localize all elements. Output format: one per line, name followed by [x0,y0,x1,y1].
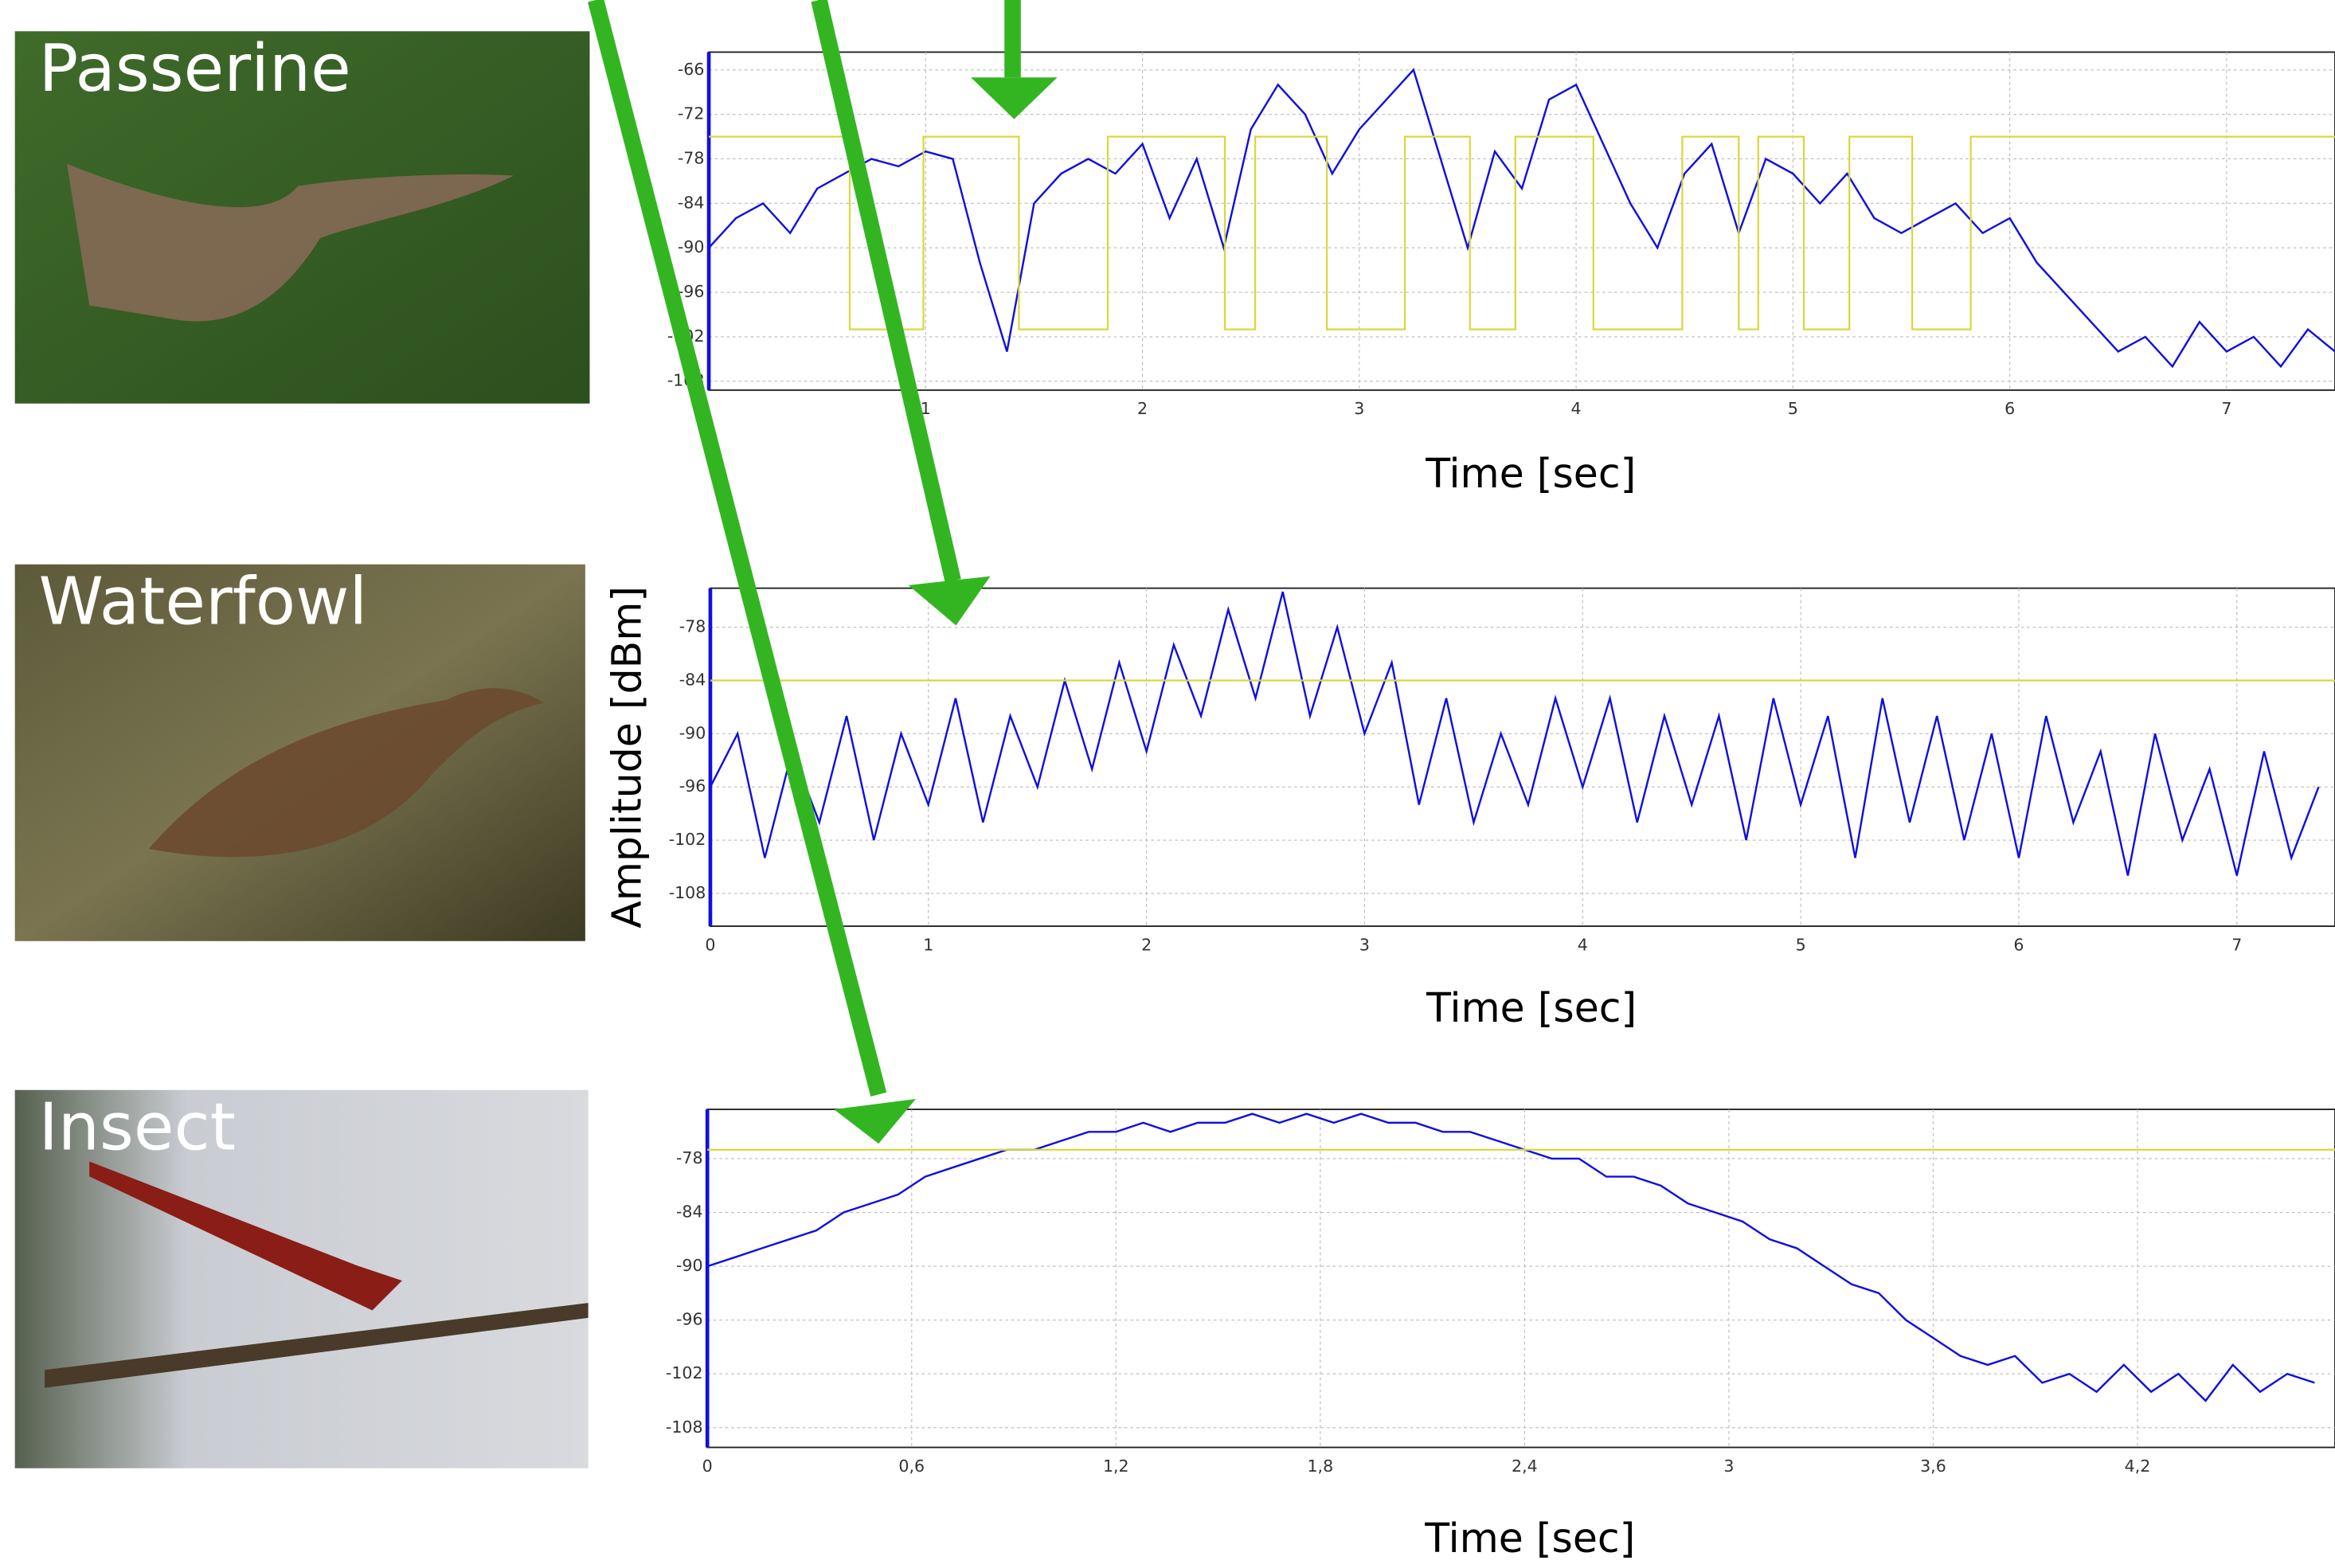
x-tick-label: 5 [1796,935,1806,954]
x-tick-label: 0 [702,1457,713,1476]
y-tick-label: -90 [679,723,706,742]
bird-shape [67,163,514,322]
x-tick-label: 2 [1137,399,1148,418]
y-tick-label: -84 [679,670,706,689]
x-tick-label: 6 [2013,935,2024,954]
arrow [811,0,961,583]
series-line [709,135,2335,330]
arrow-head [834,1098,916,1144]
x-tick-label: 3 [1354,399,1364,418]
x-tick-label: 3 [1723,1457,1734,1476]
panel-label: Waterfowl [39,565,368,640]
x-tick-label: 0,6 [898,1457,925,1476]
arrow [588,0,887,1097]
y-tick-label: -96 [679,776,706,796]
y-tick-label: -84 [676,1202,703,1222]
y-tick-label: -108 [666,1417,703,1437]
x-tick-label: 4 [1578,935,1588,954]
x-tick-label: 4,2 [2125,1457,2151,1476]
branch [45,1303,589,1388]
plot-area [706,1109,2335,1449]
y-tick-label: -66 [678,60,705,79]
y-tick-label: -102 [669,830,706,849]
arrows [588,0,1058,1144]
y-tick-label: -84 [678,193,705,212]
y-axis-label: Amplitude [dBm] [603,586,650,929]
y-tick-label: -96 [678,282,705,301]
x-tick-label: 5 [1788,399,1798,418]
panel-label: Passerine [39,31,351,107]
panel-label: Insect [39,1090,236,1166]
x-tick-label: 6 [2005,399,2015,418]
x-tick-label: 1,8 [1307,1457,1333,1476]
x-tick-label: 4 [1571,399,1582,418]
series-line [706,1112,2315,1402]
y-tick-label: -78 [679,617,706,636]
y-tick-label: -78 [676,1148,703,1167]
photo-insect [14,1089,589,1468]
series-line [708,68,2335,369]
arrow-head [908,576,991,626]
x-tick-label: 7 [2221,399,2231,418]
duck-shape [148,688,544,858]
y-tick-label: -90 [676,1256,703,1275]
x-tick-label: 2,4 [1512,1457,1538,1476]
series-line [709,591,2320,876]
x-axis-label: Time [sec] [1426,984,1637,1031]
x-axis-label: Time [sec] [1424,1515,1635,1562]
x-tick-label: 1 [923,935,933,954]
plot-area [708,51,2335,391]
x-tick-label: 3,6 [1920,1457,1946,1476]
x-tick-label: 1,2 [1103,1457,1129,1476]
x-tick-label: 3 [1359,935,1370,954]
y-tick-label: -96 [676,1310,703,1329]
plot-area [710,587,2335,928]
x-axis-label: Time [sec] [1425,450,1636,497]
dragonfly [89,1161,402,1311]
x-tick-label: 7 [2231,935,2242,954]
y-tick-label: -90 [678,237,705,256]
arrow-head [971,77,1058,119]
x-tick-label: 0 [705,935,715,954]
x-tick-label: 2 [1141,935,1152,954]
y-tick-label: -108 [669,883,706,902]
x-tick-label: 1 [921,399,931,418]
y-tick-label: -102 [666,1363,703,1382]
y-tick-label: -78 [678,148,705,167]
y-tick-label: -72 [678,104,705,123]
